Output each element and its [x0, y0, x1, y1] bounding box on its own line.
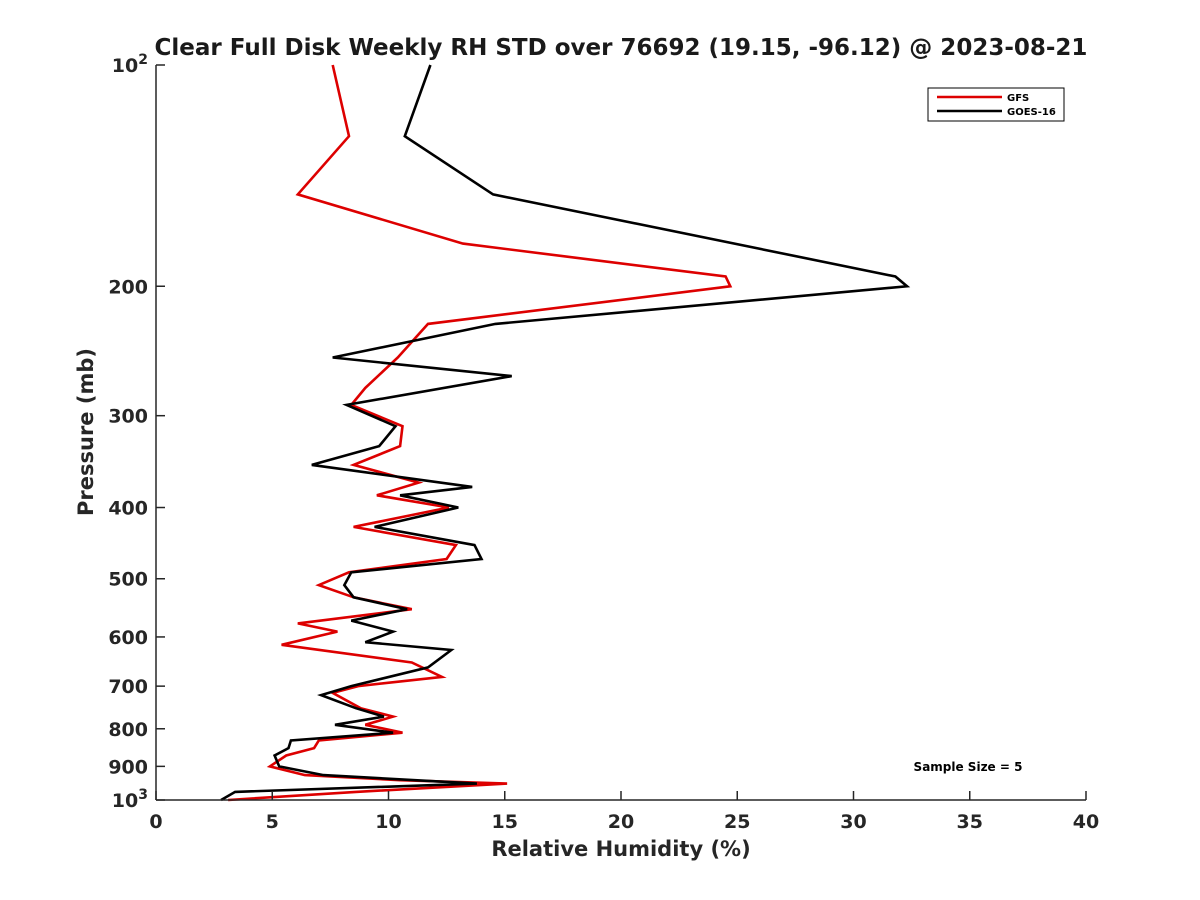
y-tick-label: 200: [108, 276, 148, 298]
x-tick-label: 35: [957, 811, 983, 833]
y-tick-label: 900: [108, 756, 148, 778]
legend: GFS GOES-16: [927, 87, 1065, 122]
y-tick-label: 300: [108, 406, 148, 428]
y-axis-label: Pressure (mb): [74, 348, 98, 516]
x-tick-label: 15: [492, 811, 518, 833]
y-tick-label: 800: [108, 719, 148, 741]
x-tick-label: 20: [608, 811, 634, 833]
y-tick-label: 102: [112, 52, 148, 77]
x-axis-label: Relative Humidity (%): [491, 837, 750, 861]
y-tick-label: 500: [108, 569, 148, 591]
y-tick-exponent: 2: [138, 52, 148, 68]
legend-label-gfs: GFS: [1007, 93, 1029, 104]
series-line-goes16: [220, 64, 911, 802]
y-tick-base: 10: [112, 55, 138, 77]
x-tick-label: 25: [724, 811, 750, 833]
legend-box: [927, 87, 1065, 122]
y-tick-base: 10: [112, 790, 138, 812]
x-ticks: 0 5 10 15 20 25 30 35 40: [149, 791, 1099, 833]
x-tick-label: 0: [149, 811, 162, 833]
plot-area: [156, 65, 1086, 800]
legend-label-goes16: GOES-16: [1007, 107, 1056, 118]
x-tick-label: 30: [840, 811, 866, 833]
y-tick-exponent: 3: [138, 787, 148, 803]
sample-size-annotation: Sample Size = 5: [914, 760, 1023, 774]
y-tick-label: 400: [108, 498, 148, 520]
x-tick-label: 40: [1073, 811, 1099, 833]
y-tick-label: 600: [108, 627, 148, 649]
chart-title: Clear Full Disk Weekly RH STD over 76692…: [155, 35, 1088, 61]
y-tick-label: 700: [108, 676, 148, 698]
y-tick-label: 103: [112, 787, 148, 812]
series-layer: [220, 64, 911, 802]
x-tick-label: 10: [375, 811, 401, 833]
x-tick-label: 5: [266, 811, 279, 833]
